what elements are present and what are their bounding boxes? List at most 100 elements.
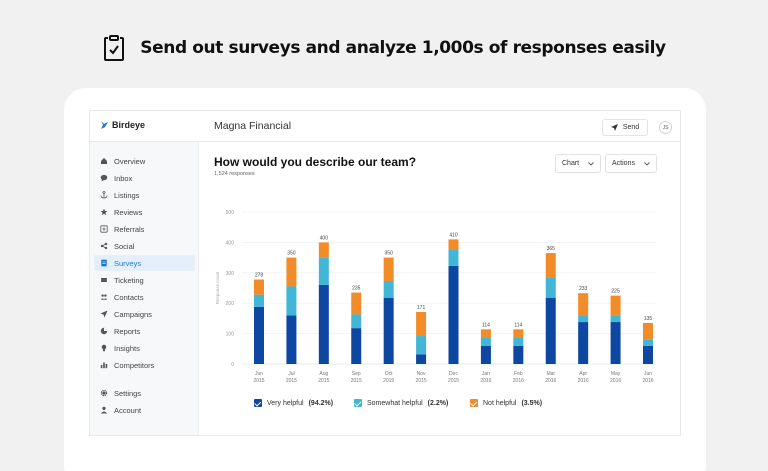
- company-name: Magna Financial: [214, 120, 292, 132]
- sidebar-item-inbox[interactable]: Inbox: [94, 170, 195, 186]
- bar-total-label: 233: [579, 286, 588, 292]
- sidebar-item-reports[interactable]: Reports: [94, 323, 195, 339]
- x-tick-year: 2015: [318, 378, 329, 384]
- legend-percent: (94.2%): [308, 399, 334, 407]
- bar-segment: [448, 239, 459, 250]
- bar-segment: [383, 257, 394, 282]
- anchor-icon: [100, 191, 108, 199]
- bar-chart-icon: [100, 361, 108, 369]
- x-tick-month: Oct: [385, 371, 393, 377]
- x-tick-year: 2016: [578, 378, 589, 384]
- sidebar-item-label: Listings: [114, 190, 140, 200]
- brand-logo[interactable]: Birdeye: [100, 120, 145, 130]
- sidebar-item-surveys[interactable]: Surveys: [94, 255, 195, 271]
- chart-type-dropdown[interactable]: Chart: [555, 154, 601, 173]
- sidebar-item-label: Competitors: [114, 360, 155, 370]
- legend-checkbox[interactable]: [254, 399, 262, 407]
- sidebar-item-label: Overview: [114, 156, 146, 166]
- bar-segment: [578, 293, 589, 316]
- chat-icon: [100, 174, 108, 182]
- bar-segment: [286, 315, 297, 364]
- sidebar-item-referrals[interactable]: Referrals: [94, 221, 195, 237]
- app-window: Birdeye Magna Financial Send JS Overview…: [89, 110, 681, 436]
- legend-label: Somewhat helpful: [367, 399, 423, 407]
- social-icon: [100, 242, 108, 250]
- sidebar-item-campaigns[interactable]: Campaigns: [94, 306, 195, 322]
- sidebar-item-label: Inbox: [114, 173, 133, 183]
- x-tick-year: 2015: [383, 378, 394, 384]
- bar-segment: [480, 329, 491, 338]
- paper-plane-icon: [610, 124, 618, 131]
- sidebar-item-account[interactable]: Account: [94, 402, 195, 418]
- x-tick-year: 2015: [448, 378, 459, 384]
- y-tick-label: 100: [226, 332, 235, 338]
- star-icon: [100, 208, 108, 216]
- bar-segment: [318, 257, 329, 285]
- bar-segment: [254, 306, 264, 364]
- referral-icon: [100, 225, 108, 233]
- avatar[interactable]: JS: [659, 121, 672, 134]
- x-tick-month: Jun: [644, 371, 652, 377]
- legend-checkbox[interactable]: [354, 399, 362, 407]
- send-button[interactable]: Send: [602, 119, 648, 136]
- y-tick-label: 400: [226, 240, 235, 246]
- sidebar-item-social[interactable]: Social: [94, 238, 195, 254]
- sidebar-item-settings[interactable]: Settings: [94, 385, 195, 401]
- y-axis-label: Response count: [215, 271, 220, 304]
- bar-total-label: 114: [482, 322, 490, 328]
- x-tick-month: Nov: [417, 371, 426, 377]
- y-tick-label: 0: [231, 362, 234, 368]
- bar-segment: [643, 322, 653, 340]
- x-tick-month: Dec: [449, 371, 458, 377]
- bar-segment: [254, 279, 264, 295]
- legend-label: Not helpful: [483, 399, 517, 407]
- sidebar-item-insights[interactable]: Insights: [94, 340, 195, 356]
- bar-segment: [383, 281, 394, 298]
- bar-segment: [480, 337, 491, 346]
- x-tick-year: 2015: [351, 378, 362, 384]
- bar-total-label: 225: [611, 289, 620, 295]
- legend-item[interactable]: Not helpful (3.5%): [470, 398, 542, 408]
- bar-total-label: 114: [514, 322, 522, 328]
- bar-segment: [578, 322, 589, 364]
- legend-item[interactable]: Somewhat helpful (2.2%): [354, 398, 448, 408]
- bar-segment: [318, 284, 329, 364]
- sidebar-item-contacts[interactable]: Contacts: [94, 289, 195, 305]
- sidebar-item-reviews[interactable]: Reviews: [94, 204, 195, 220]
- pie-icon: [100, 327, 108, 335]
- bar-segment: [610, 322, 621, 364]
- x-tick-year: 2016: [513, 378, 524, 384]
- top-bar: Birdeye Magna Financial Send JS: [90, 111, 680, 142]
- send-icon: [100, 310, 108, 318]
- x-tick-month: Aug: [319, 371, 328, 377]
- bar-segment: [513, 329, 524, 338]
- sidebar-item-listings[interactable]: Listings: [94, 187, 195, 203]
- x-tick-month: Apr: [579, 371, 587, 377]
- x-tick-year: 2015: [286, 378, 297, 384]
- sidebar-item-ticketing[interactable]: Ticketing: [94, 272, 195, 288]
- bulb-icon: [100, 344, 108, 352]
- sidebar-item-overview[interactable]: Overview: [94, 153, 195, 169]
- legend-item[interactable]: Very helpful (94.2%): [254, 398, 333, 408]
- bar-segment: [513, 337, 524, 346]
- bar-segment: [545, 277, 556, 298]
- chevron-down-icon: [588, 161, 594, 166]
- legend-checkbox[interactable]: [470, 399, 478, 407]
- main-panel: How would you describe our team? 1,524 r…: [199, 142, 680, 435]
- brand-name: Birdeye: [112, 120, 146, 130]
- bar-total-label: 365: [547, 246, 556, 252]
- bar-segment: [351, 314, 362, 329]
- user-icon: [100, 406, 108, 414]
- bar-segment: [610, 295, 621, 316]
- actions-dropdown[interactable]: Actions: [605, 154, 657, 173]
- bar-segment: [448, 249, 459, 266]
- sidebar-item-label: Reviews: [114, 207, 143, 217]
- y-tick-label: 200: [226, 301, 235, 307]
- bar-segment: [448, 265, 459, 364]
- x-tick-month: Mar: [546, 371, 555, 377]
- bar-segment: [383, 297, 394, 364]
- bar-total-label: 235: [352, 286, 361, 292]
- send-button-label: Send: [622, 124, 640, 131]
- chart-dropdown-label: Chart: [562, 160, 580, 167]
- sidebar-item-competitors[interactable]: Competitors: [94, 357, 195, 373]
